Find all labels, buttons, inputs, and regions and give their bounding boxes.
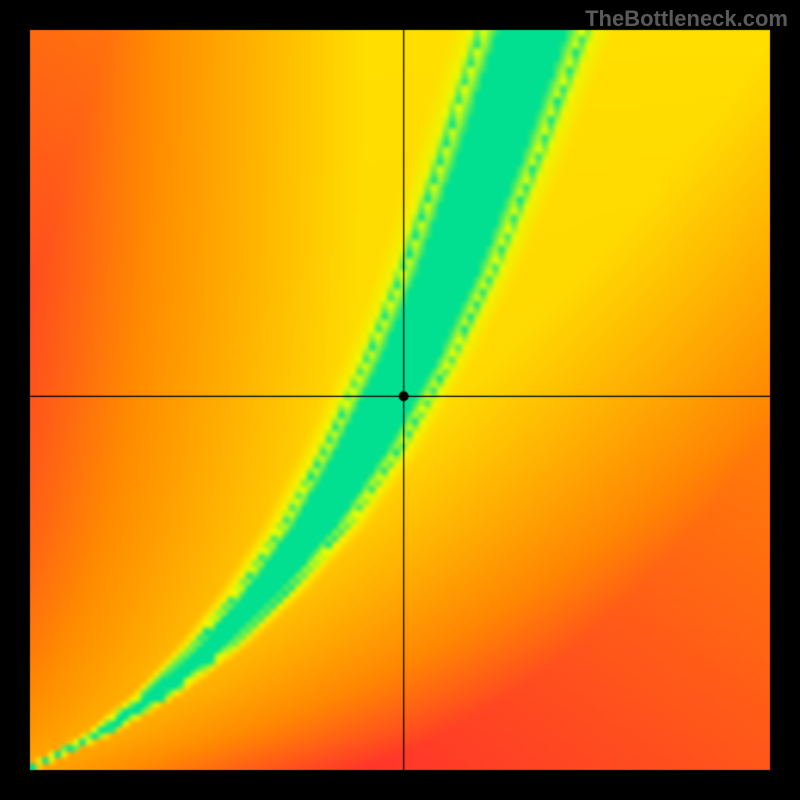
- watermark-text: TheBottleneck.com: [585, 6, 788, 32]
- chart-container: TheBottleneck.com: [0, 0, 800, 800]
- heatmap-canvas: [0, 0, 800, 800]
